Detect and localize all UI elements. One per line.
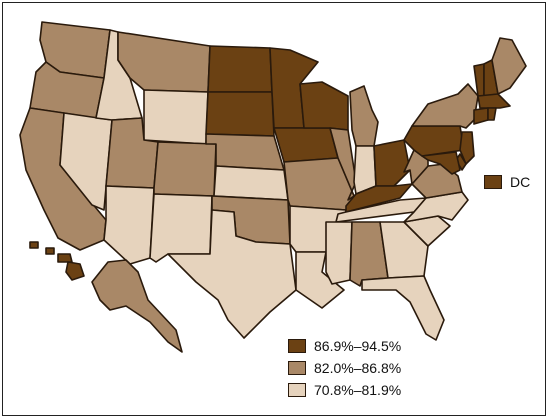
dc-marker: DC [484, 174, 530, 190]
state-MI [349, 85, 379, 147]
state-TX [167, 209, 297, 339]
state-NY [411, 83, 479, 129]
legend-item-high: 86.9%–94.5% [288, 338, 401, 354]
state-OH [373, 139, 411, 187]
state-ME [491, 37, 527, 95]
state-NM [149, 193, 213, 263]
legend-label-high: 86.9%–94.5% [314, 338, 402, 354]
state-RI [487, 107, 497, 121]
state-MD [421, 151, 461, 175]
state-WY [143, 89, 209, 145]
state-ND [207, 45, 273, 93]
state-AZ [103, 185, 155, 265]
state-WI [299, 81, 349, 131]
state-IA [273, 127, 339, 163]
state-CO [153, 141, 217, 197]
dc-label: DC [510, 174, 531, 190]
legend-swatch-high [288, 339, 306, 353]
state-MA [477, 93, 511, 109]
state-GA [379, 221, 429, 279]
dc-swatch [484, 175, 502, 189]
legend-item-low: 70.8%–81.9% [288, 382, 401, 398]
state-AK [91, 259, 183, 353]
state-IL [329, 127, 357, 201]
legend-label-mid: 82.0%–86.8% [314, 360, 402, 376]
state-NJ [459, 131, 475, 165]
legend-swatch-low [288, 383, 306, 397]
legend-label-low: 70.8%–81.9% [314, 382, 402, 398]
state-SD [205, 91, 275, 137]
state-HI [29, 241, 85, 281]
state-FL [361, 275, 445, 341]
state-VT [473, 63, 485, 97]
state-KS [213, 165, 289, 201]
state-CT [473, 107, 489, 125]
legend-swatch-mid [288, 361, 306, 375]
legend-item-mid: 82.0%–86.8% [288, 360, 401, 376]
state-NE [205, 133, 285, 171]
state-MS [325, 221, 353, 285]
